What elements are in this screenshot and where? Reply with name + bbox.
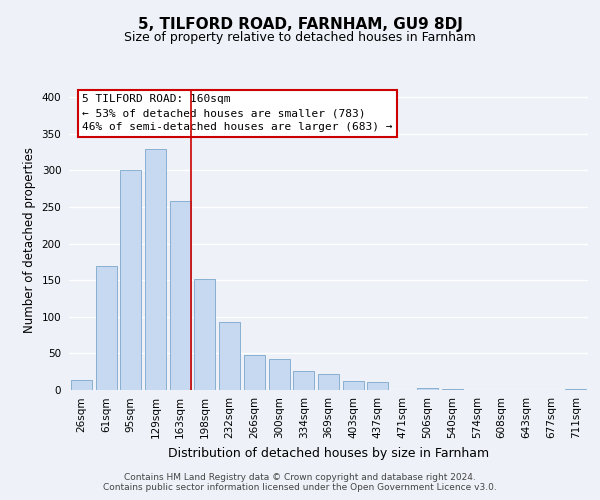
Bar bbox=[417, 388, 438, 390]
Bar bbox=[244, 355, 265, 390]
Bar bbox=[194, 279, 215, 390]
Text: 5, TILFORD ROAD, FARNHAM, GU9 8DJ: 5, TILFORD ROAD, FARNHAM, GU9 8DJ bbox=[137, 18, 463, 32]
Bar bbox=[95, 266, 116, 390]
Bar bbox=[367, 382, 388, 390]
X-axis label: Distribution of detached houses by size in Farnham: Distribution of detached houses by size … bbox=[168, 446, 489, 460]
Bar bbox=[565, 388, 586, 390]
Bar bbox=[318, 374, 339, 390]
Bar bbox=[219, 322, 240, 390]
Y-axis label: Number of detached properties: Number of detached properties bbox=[23, 147, 36, 333]
Bar bbox=[71, 380, 92, 390]
Bar bbox=[120, 170, 141, 390]
Bar bbox=[170, 201, 191, 390]
Text: Contains public sector information licensed under the Open Government Licence v3: Contains public sector information licen… bbox=[103, 484, 497, 492]
Bar bbox=[343, 381, 364, 390]
Text: Contains HM Land Registry data © Crown copyright and database right 2024.: Contains HM Land Registry data © Crown c… bbox=[124, 472, 476, 482]
Text: Size of property relative to detached houses in Farnham: Size of property relative to detached ho… bbox=[124, 32, 476, 44]
Bar bbox=[269, 360, 290, 390]
Bar bbox=[145, 148, 166, 390]
Bar bbox=[293, 371, 314, 390]
Text: 5 TILFORD ROAD: 160sqm
← 53% of detached houses are smaller (783)
46% of semi-de: 5 TILFORD ROAD: 160sqm ← 53% of detached… bbox=[82, 94, 392, 132]
